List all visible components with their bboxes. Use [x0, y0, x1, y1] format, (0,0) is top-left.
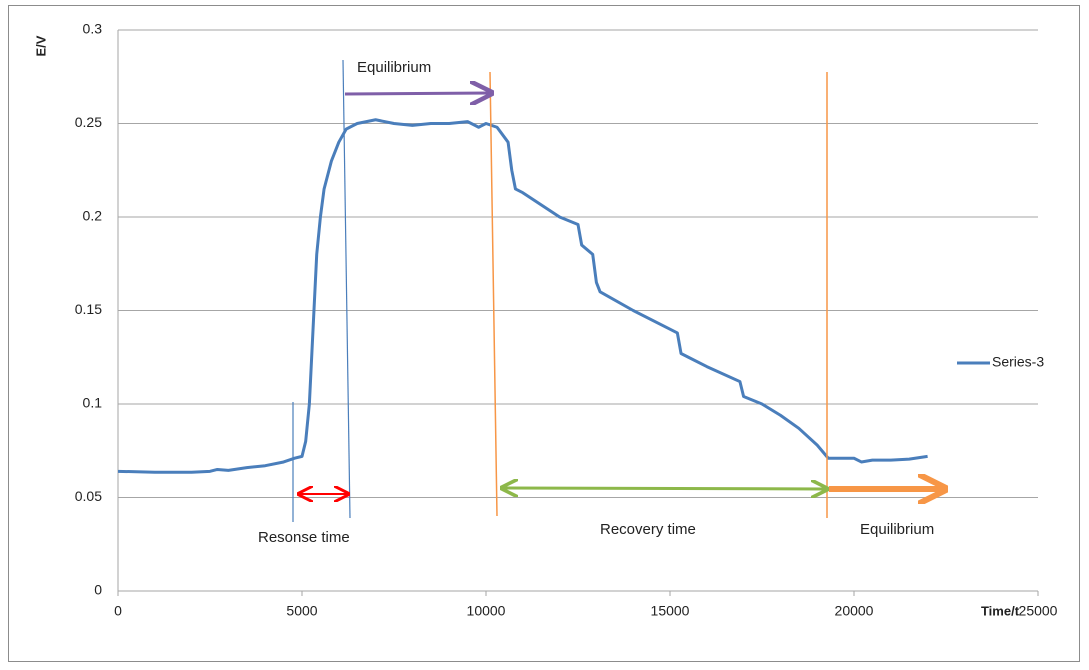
x-tick-label: 5000	[286, 603, 317, 619]
annotation: Resonse time	[258, 529, 350, 546]
chart-frame	[8, 5, 1080, 662]
x-tick-label: 15000	[651, 603, 690, 619]
x-tick-label: 25000	[1019, 603, 1058, 619]
y-tick-label: 0.25	[75, 114, 102, 130]
recovery-arrow	[503, 488, 826, 489]
marker-line	[489, 71, 498, 517]
y-tick-label: 0.15	[75, 301, 102, 317]
x-tick-label: 20000	[835, 603, 874, 619]
annotation: Equilibrium	[860, 521, 934, 538]
annotation-shapes	[292, 59, 942, 522]
x-tick-label: 0	[114, 603, 122, 619]
x-axis-title: Time/t	[981, 603, 1020, 618]
annotation: Recovery time	[600, 521, 696, 538]
y-tick-label: 0.1	[83, 395, 103, 411]
y-tick-label: 0.2	[83, 208, 103, 224]
y-axis-title: E/V	[33, 35, 48, 56]
y-tick-label: 0	[94, 582, 102, 598]
plot-area: 0 0.05 0.1 0.15 0.2 0.25 0.3 0 5000 10000 15000 200…	[75, 21, 1058, 619]
x-tick-label: 10000	[467, 603, 506, 619]
data-line	[117, 118, 928, 474]
legend-label: Series-3	[992, 354, 1044, 370]
marker-line	[342, 59, 351, 519]
annotation: Equilibrium	[357, 59, 431, 76]
equilibrium-arrow	[344, 93, 491, 94]
y-tick-label: 0.3	[83, 21, 103, 37]
y-tick-label: 0.05	[75, 488, 102, 504]
